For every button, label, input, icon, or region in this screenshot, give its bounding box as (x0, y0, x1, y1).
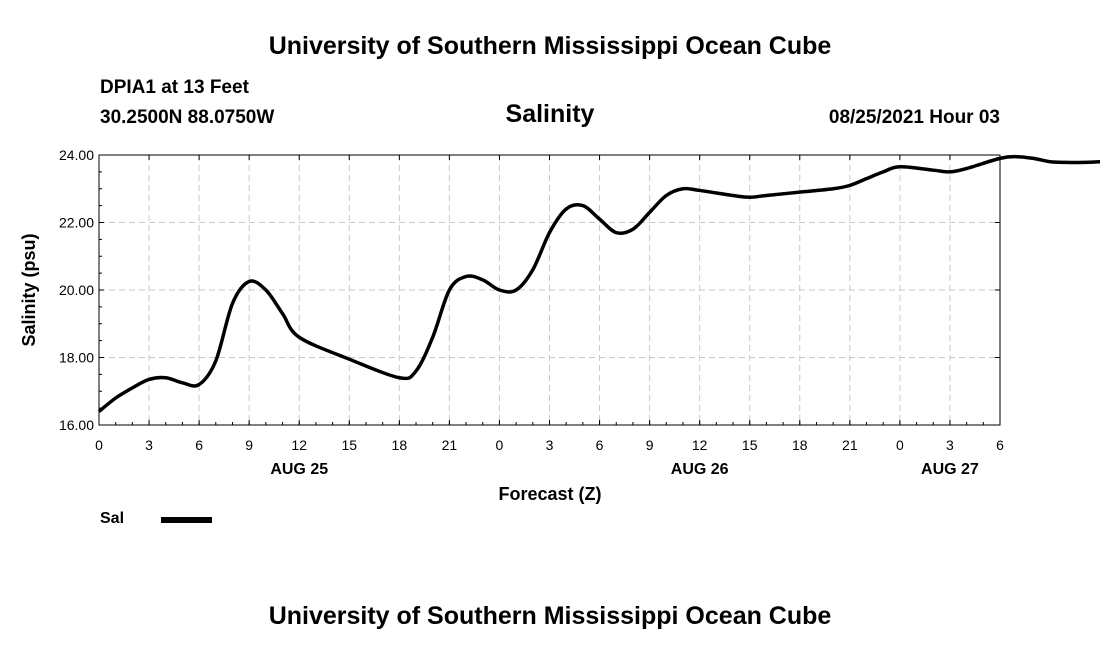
salinity-chart: 16.00 18.00 20.00 22.00 24.00 0 3 6 9 12 15 18 21 0 3 6… (19, 147, 1100, 504)
x-axis-label: Forecast (Z) (498, 484, 601, 504)
x-tick-label: 18 (392, 437, 408, 453)
station-coordinates: 30.2500N 88.0750W (100, 107, 275, 128)
x-tick-label: 0 (95, 437, 103, 453)
main-title: University of Southern Mississippi Ocean… (268, 32, 832, 60)
grid-layer (98, 154, 1001, 426)
chart-title: Salinity (505, 100, 595, 128)
x-tick-label: 3 (546, 437, 554, 453)
axis-layer: 16.00 18.00 20.00 22.00 24.00 0 3 6 9 12 15 18 21 0 3 6… (59, 147, 1004, 478)
x-tick-label: 0 (496, 437, 504, 453)
legend-line-swatch (161, 517, 212, 523)
x-tick-label: 9 (646, 437, 654, 453)
footer-title: University of Southern Mississippi Ocean… (268, 602, 832, 630)
salinity-series-line (97, 154, 1100, 413)
x-tick-label: 3 (145, 437, 153, 453)
x-tick-label: 6 (596, 437, 604, 453)
x-tick-label: 12 (291, 437, 307, 453)
y-tick-label: 22.00 (59, 215, 94, 231)
x-tick-label: 0 (896, 437, 904, 453)
x-tick-label: 15 (742, 437, 758, 453)
date-label: AUG 26 (671, 461, 729, 478)
series-layer (97, 154, 1100, 413)
date-label: AUG 25 (270, 461, 328, 478)
x-tick-label: 12 (692, 437, 708, 453)
y-axis-label: Salinity (psu) (19, 233, 39, 346)
x-tick-label: 6 (195, 437, 203, 453)
y-tick-label: 16.00 (59, 417, 94, 433)
forecast-timestamp: 08/25/2021 Hour 03 (828, 107, 1000, 128)
y-tick-label: 20.00 (59, 282, 94, 298)
date-label: AUG 27 (921, 461, 979, 478)
x-tick-label: 18 (792, 437, 808, 453)
legend-label: Sal (100, 510, 125, 527)
x-tick-label: 3 (946, 437, 954, 453)
x-tick-label: 21 (842, 437, 858, 453)
station-name: DPIA1 at 13 Feet (100, 77, 249, 98)
x-tick-label: 15 (341, 437, 357, 453)
y-tick-label: 18.00 (59, 350, 94, 366)
x-tick-label: 6 (996, 437, 1004, 453)
y-tick-label: 24.00 (59, 147, 94, 163)
x-tick-label: 9 (245, 437, 253, 453)
x-tick-label: 21 (442, 437, 458, 453)
